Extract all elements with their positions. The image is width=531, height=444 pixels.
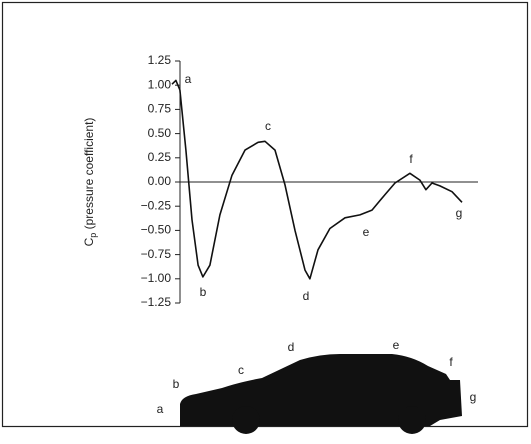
y-tick-label: −1.00 [141, 271, 172, 285]
cp-curve [171, 79, 463, 280]
y-label-sub: p [88, 233, 98, 238]
y-tick-label: −0.25 [141, 198, 172, 212]
frame [1, 1, 529, 428]
y-tick-label: 1.00 [148, 77, 172, 91]
car-label: a [157, 402, 164, 416]
y-tick-label: −0.75 [141, 247, 172, 261]
y-tick-label: 1.25 [148, 53, 172, 67]
y-tick-label: 0.75 [148, 102, 172, 116]
y-label-main: C [82, 237, 96, 246]
y-tick-label: 0.50 [148, 126, 172, 140]
curve-label: f [409, 152, 413, 166]
y-axis-label: Cp (pressure coefficient) [82, 118, 98, 247]
curve-label: b [200, 285, 207, 299]
curve-label: e [363, 225, 370, 239]
curve-label: g [456, 206, 463, 220]
car-label: g [470, 390, 477, 404]
y-tick-label: −1.25 [141, 295, 172, 309]
car-label: b [173, 377, 180, 391]
y-label-rest: (pressure coefficient) [82, 118, 96, 233]
car-label: f [449, 355, 453, 369]
curve-label: c [265, 119, 271, 133]
car-label: c [238, 363, 244, 377]
y-tick-label: −0.50 [141, 223, 172, 237]
y-tick-label: 0.00 [148, 174, 172, 188]
curve-label: d [303, 289, 310, 303]
rear-wheel [232, 406, 260, 434]
y-tick-label: 0.25 [148, 150, 172, 164]
curve-label: a [185, 72, 192, 86]
front-wheel [398, 406, 426, 434]
car-label: d [288, 340, 295, 354]
car-label: e [393, 338, 400, 352]
